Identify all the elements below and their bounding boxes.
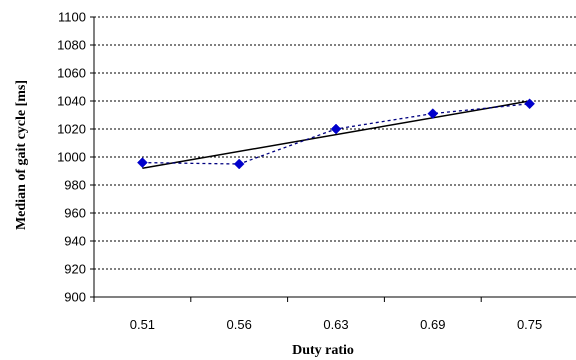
x-tick-label: 0.63 bbox=[323, 317, 348, 332]
series-group bbox=[137, 98, 535, 170]
y-tick-label: 940 bbox=[64, 234, 86, 249]
x-tick-labels: 0.51 0.56 0.63 0.69 0.75 bbox=[130, 317, 543, 332]
y-tick-label: 1100 bbox=[58, 10, 86, 25]
x-tick-label: 0.51 bbox=[130, 317, 155, 332]
y-tick-label: 920 bbox=[64, 262, 86, 277]
y-axis-label: Median of gait cycle [ms] bbox=[14, 80, 29, 230]
y-tick-labels: 900 920 940 960 980 1000 1020 1040 1060 1080 1100 bbox=[57, 10, 86, 305]
data-point bbox=[524, 98, 535, 110]
y-tick-label: 1000 bbox=[57, 150, 86, 165]
y-tick-label: 1040 bbox=[57, 94, 86, 109]
x-tick-label: 0.75 bbox=[517, 317, 542, 332]
trendline-group bbox=[142, 100, 530, 169]
axes bbox=[90, 16, 576, 302]
data-point bbox=[233, 158, 245, 170]
y-tick-label: 980 bbox=[64, 178, 86, 193]
y-tick-label: 1080 bbox=[57, 38, 86, 53]
x-tick-label: 0.56 bbox=[227, 317, 252, 332]
y-tick-label: 1060 bbox=[57, 66, 86, 81]
data-point bbox=[137, 157, 148, 168]
y-tick-label: 960 bbox=[64, 206, 86, 221]
x-axis-label: Duty ratio bbox=[292, 343, 354, 358]
trendline bbox=[142, 100, 530, 169]
x-tick-label: 0.69 bbox=[420, 317, 445, 332]
y-tick-label: 900 bbox=[64, 290, 86, 305]
data-point bbox=[330, 123, 342, 135]
grid-lines bbox=[94, 16, 576, 270]
y-tick-label: 1020 bbox=[57, 122, 86, 137]
data-point bbox=[427, 108, 439, 119]
